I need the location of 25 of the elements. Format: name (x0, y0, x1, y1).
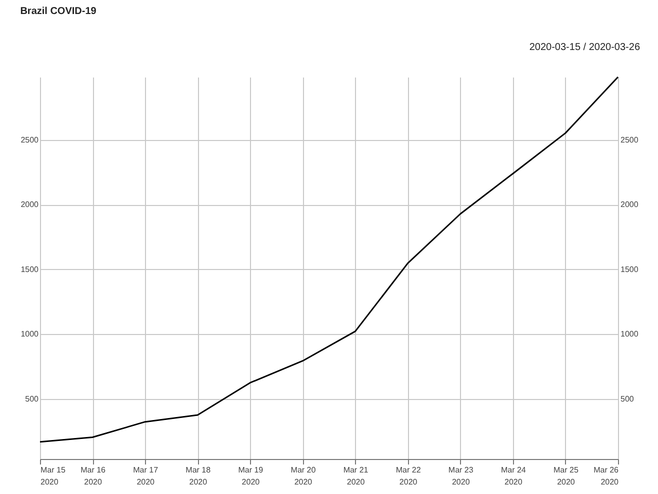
x-tick-label: Mar 23 2020 (448, 466, 474, 486)
line-series (39, 76, 619, 443)
y-tick-label: 2000 (20, 200, 40, 210)
y-tick-label: 500 (25, 394, 40, 404)
x-tick-label: Mar 16 2020 (80, 466, 106, 486)
y2-tick-label: 2500 (620, 135, 639, 144)
x-tick-label: Mar 21 2020 (343, 466, 369, 486)
y2-tick-label: 500 (620, 394, 634, 404)
y2-tick-label: 1500 (620, 264, 639, 274)
x-tick-label: Mar 20 2020 (290, 466, 316, 486)
y-tick-label: 1000 (20, 330, 40, 339)
y-tick-label: 2500 (20, 135, 40, 144)
y-tick-label: 1500 (20, 264, 40, 274)
x-tick-label: Mar 26 2020 (594, 466, 620, 486)
chart-subtitle: 2020-03-15 / 2020-03-26 (529, 42, 640, 53)
x-tick-label: Mar 19 2020 (238, 466, 264, 486)
x-tick-label: Mar 18 2020 (186, 466, 212, 486)
chart-title: Brazil COVID-19 (20, 6, 97, 17)
x-tick-label: Mar 15 2020 (40, 466, 66, 486)
x-tick-label: Mar 17 2020 (133, 466, 159, 486)
x-tick-label: Mar 22 2020 (396, 466, 422, 486)
x-tick-label: Mar 25 2020 (554, 466, 579, 486)
y2-tick-label: 1000 (620, 330, 639, 339)
y2-tick-label: 2000 (620, 200, 639, 210)
x-tick-label: Mar 24 2020 (500, 466, 526, 486)
